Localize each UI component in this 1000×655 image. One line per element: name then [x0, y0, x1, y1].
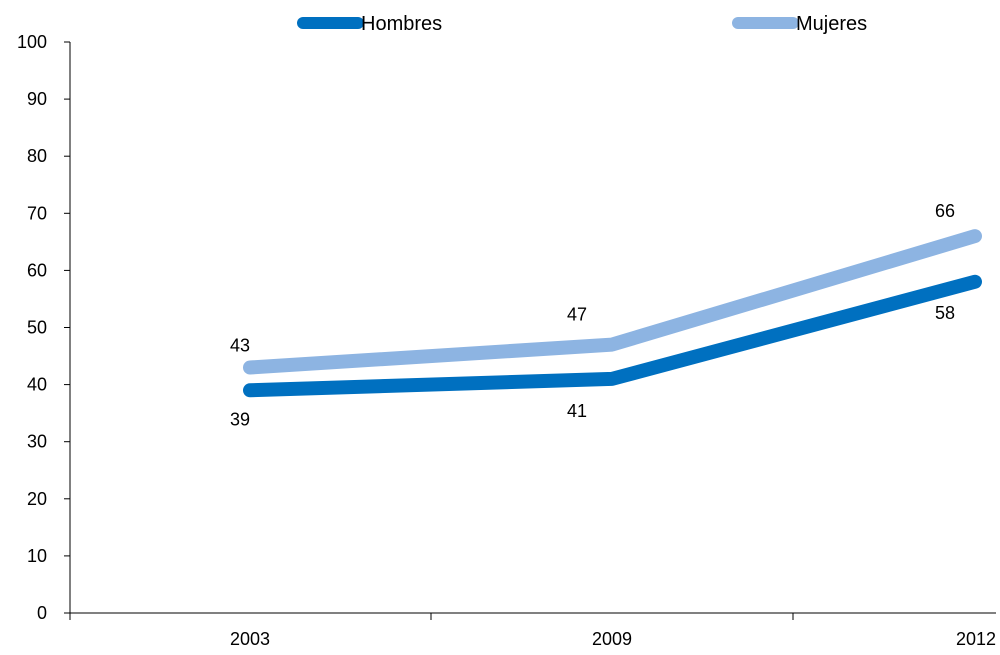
- series-layer: [243, 229, 982, 398]
- y-tick-label: 40: [27, 375, 47, 395]
- y-tick-label: 60: [27, 260, 47, 280]
- data-label-mujeres: 43: [230, 335, 250, 355]
- legend-label-mujeres: Mujeres: [796, 13, 867, 35]
- y-tick-label: 100: [17, 32, 47, 52]
- y-tick-label: 10: [27, 546, 47, 566]
- y-tick-label: 90: [27, 89, 47, 109]
- data-label-mujeres: 66: [935, 201, 955, 221]
- y-tick-label: 20: [27, 489, 47, 509]
- x-tick-label: 2009: [592, 629, 632, 649]
- legend: Hombres Mujeres: [297, 13, 867, 35]
- y-tick-label: 80: [27, 146, 47, 166]
- x-tick-label: 2003: [230, 629, 270, 649]
- data-label-hombres: 39: [230, 409, 250, 429]
- y-tick-label: 30: [27, 432, 47, 452]
- y-tick-label: 70: [27, 203, 47, 223]
- data-labels: 39 41 58 43 47 66: [230, 201, 955, 429]
- series-line-hombres: [243, 274, 982, 398]
- series-line-mujeres: [243, 229, 982, 375]
- data-label-mujeres: 47: [567, 305, 587, 325]
- legend-label-hombres: Hombres: [361, 13, 442, 35]
- y-tick-label: 0: [37, 603, 47, 623]
- x-tick-label: 2012: [956, 629, 996, 649]
- y-axis: 0 10 20 30 40 50 60 70 80 90 100: [17, 32, 71, 623]
- data-label-hombres: 58: [935, 303, 955, 323]
- x-axis: 2003 2009 2012: [69, 612, 996, 649]
- y-tick-label: 50: [27, 318, 47, 338]
- data-label-hombres: 41: [567, 401, 587, 421]
